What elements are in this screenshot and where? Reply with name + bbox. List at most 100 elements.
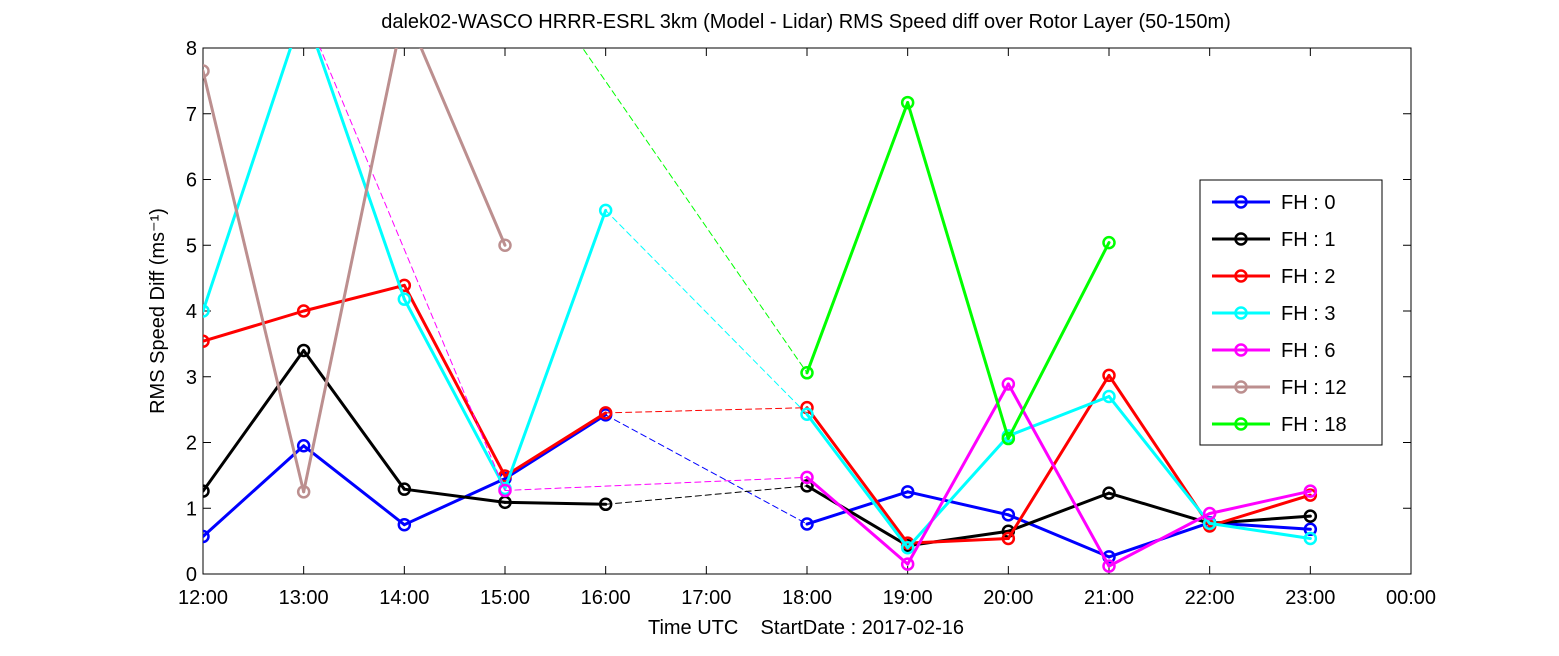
data-point — [1303, 509, 1318, 523]
legend-label: FH : 12 — [1281, 377, 1347, 399]
data-point — [498, 483, 512, 498]
y-tick-label: 7 — [186, 104, 197, 126]
data-point — [900, 485, 915, 499]
y-tick-label: 8 — [186, 38, 197, 60]
data-point — [296, 439, 311, 453]
series-line-segment — [805, 490, 910, 526]
data-point — [203, 304, 210, 318]
series-line-segment — [1107, 394, 1212, 525]
y-tick-label: 1 — [186, 498, 197, 520]
legend-marker — [1234, 417, 1248, 431]
series-gap-line — [605, 414, 808, 525]
series-line-segment — [203, 69, 306, 494]
legend-label: FH : 3 — [1281, 303, 1335, 325]
data-point — [203, 484, 210, 498]
series-line-segment — [906, 101, 1010, 441]
series-gap-line — [504, 476, 808, 491]
data-point — [203, 334, 210, 348]
series-line-segment — [805, 484, 910, 548]
series-line-segment — [402, 297, 507, 491]
data-point — [203, 64, 210, 78]
data-point — [296, 485, 311, 499]
data-point — [800, 517, 814, 531]
data-point — [1303, 522, 1318, 537]
x-tick-label: 21:00 — [1084, 587, 1134, 609]
series-line-segment — [302, 48, 398, 494]
series-line-segment — [503, 413, 608, 481]
series-line-segment — [906, 434, 1010, 550]
series-line-segment — [1006, 491, 1111, 533]
data-point — [1102, 486, 1116, 500]
data-point — [1303, 531, 1318, 546]
x-tick-label: 17:00 — [681, 587, 731, 609]
series-line-segment — [503, 500, 608, 506]
series-line-segment — [1107, 512, 1212, 568]
x-tick-label: 19:00 — [883, 587, 933, 609]
series-gap-line — [605, 407, 808, 414]
data-point — [598, 406, 613, 420]
series-5 — [203, 48, 512, 499]
series-line-segment — [315, 48, 406, 301]
data-point — [1001, 531, 1016, 546]
y-tick-label: 4 — [186, 301, 197, 323]
data-point — [598, 497, 613, 512]
series-line-segment — [302, 283, 406, 313]
data-point — [1102, 368, 1116, 383]
series-gap-line — [605, 209, 808, 415]
series-line-segment — [1006, 241, 1111, 441]
series-line-segment — [1208, 521, 1312, 531]
data-point — [1001, 431, 1016, 446]
series-line-segment — [805, 412, 910, 550]
series-6 — [581, 48, 1116, 446]
x-tick-label: 12:00 — [178, 587, 228, 609]
chart-title: dalek02-WASCO HRRR-ESRL 3km (Model - Lid… — [381, 11, 1231, 33]
data-point — [800, 479, 814, 493]
series-4 — [319, 48, 1318, 573]
series-line-segment — [805, 406, 910, 545]
data-point — [800, 407, 814, 421]
data-point — [397, 482, 412, 496]
series-line-segment — [402, 487, 507, 504]
legend-marker — [1234, 343, 1248, 357]
series-line-segment — [203, 444, 306, 539]
series-line-segment — [805, 475, 910, 566]
series-line-segment — [203, 48, 293, 313]
y-tick-label: 0 — [186, 564, 197, 586]
series-line-segment — [402, 477, 507, 527]
data-point — [397, 517, 412, 532]
series-gap-line — [581, 48, 808, 374]
x-tick-label: 22:00 — [1185, 587, 1235, 609]
series-line-segment — [1006, 513, 1111, 559]
y-axis: 0 1 2 3 4 5 6 7 8 — [186, 38, 1411, 586]
series-gap-line — [319, 48, 506, 491]
x-tick-label: 23:00 — [1285, 587, 1335, 609]
data-point — [203, 529, 210, 544]
series-line-segment — [805, 101, 910, 375]
y-tick-label: 2 — [186, 433, 197, 455]
legend-marker — [1234, 306, 1248, 320]
legend-label: FH : 2 — [1281, 266, 1335, 288]
series-line-segment — [1006, 382, 1111, 568]
series-line-segment — [402, 283, 507, 478]
series-1 — [203, 343, 1318, 553]
data-point — [1001, 377, 1016, 391]
data-point — [1202, 506, 1217, 521]
legend-marker — [1234, 380, 1248, 394]
data-point — [296, 304, 311, 318]
x-tick-label: 16:00 — [581, 587, 631, 609]
legend-label: FH : 6 — [1281, 340, 1335, 362]
x-tick-label: 15:00 — [480, 587, 530, 609]
series-line-segment — [1208, 521, 1312, 540]
series-layer — [203, 48, 1318, 573]
data-point — [900, 540, 915, 555]
legend-label: FH : 1 — [1281, 229, 1335, 251]
data-point — [900, 557, 915, 571]
series-line-segment — [503, 411, 608, 478]
legend: FH : 0 FH : 1 FH : 2 FH : 3 FH : 6 FH : 12 FH … — [1199, 179, 1383, 446]
series-2 — [203, 278, 1318, 550]
series-line-segment — [203, 348, 306, 493]
legend-label: FH : 18 — [1281, 414, 1347, 436]
series-line-segment — [419, 48, 507, 247]
legend-marker — [1234, 232, 1248, 246]
